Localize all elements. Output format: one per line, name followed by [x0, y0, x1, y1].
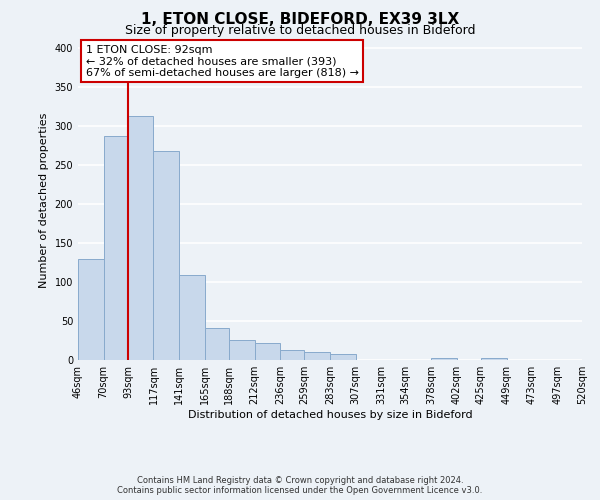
Bar: [304, 352, 330, 360]
Bar: [280, 350, 304, 360]
Text: Size of property relative to detached houses in Bideford: Size of property relative to detached ho…: [125, 24, 475, 37]
Text: 1, ETON CLOSE, BIDEFORD, EX39 3LX: 1, ETON CLOSE, BIDEFORD, EX39 3LX: [141, 12, 459, 28]
Bar: [154, 151, 179, 360]
Text: Contains HM Land Registry data © Crown copyright and database right 2024.
Contai: Contains HM Land Registry data © Crown c…: [118, 476, 482, 495]
Bar: [179, 275, 205, 360]
Y-axis label: Number of detached properties: Number of detached properties: [39, 112, 49, 288]
Bar: [128, 116, 154, 360]
Bar: [205, 328, 229, 360]
Bar: [330, 354, 356, 360]
Bar: [481, 358, 506, 360]
Text: 1 ETON CLOSE: 92sqm
← 32% of detached houses are smaller (393)
67% of semi-detac: 1 ETON CLOSE: 92sqm ← 32% of detached ho…: [86, 45, 359, 78]
Bar: [104, 136, 128, 360]
Bar: [431, 358, 457, 360]
Bar: [229, 340, 254, 360]
Bar: [254, 343, 280, 360]
Bar: [78, 258, 104, 360]
X-axis label: Distribution of detached houses by size in Bideford: Distribution of detached houses by size …: [188, 410, 472, 420]
